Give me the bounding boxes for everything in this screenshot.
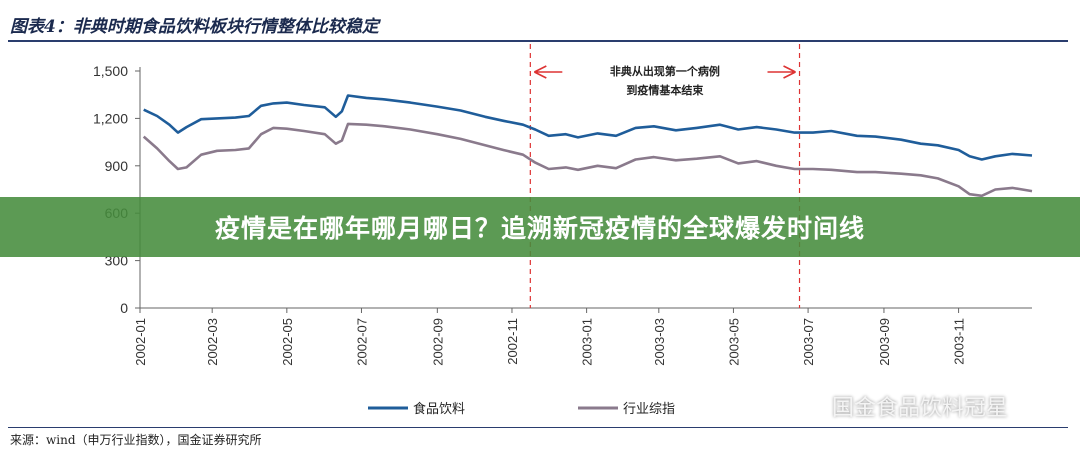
x-tick-label: 2003-01 — [580, 318, 595, 366]
watermark: 国金食品饮料冠星 — [788, 390, 1008, 422]
series-lines — [142, 94, 1033, 198]
wechat-icon — [788, 391, 823, 419]
x-tick-label: 2003-09 — [877, 318, 892, 366]
annotation-text-line2: 到疫情基本结束 — [626, 83, 704, 97]
y-tick-label: 900 — [105, 158, 129, 174]
series-line-0 — [143, 94, 1033, 161]
left-arrow-icon — [533, 65, 563, 79]
y-tick-label: 0 — [120, 300, 128, 316]
x-tick-label: 2002-07 — [354, 318, 369, 366]
x-tick-label: 2002-05 — [280, 318, 295, 366]
watermark-text: 国金食品饮料冠星 — [832, 396, 1009, 421]
title-divider — [8, 40, 1068, 42]
source-divider — [8, 427, 1068, 428]
legend-label-1: 行业综指 — [623, 402, 675, 417]
x-tick-label: 2003-03 — [652, 318, 667, 366]
x-tick-label: 2003-05 — [726, 318, 741, 366]
x-tick-label: 2002-03 — [205, 318, 220, 366]
chart-axes: 03006009001,2001,5002002-012002-032002-0… — [93, 63, 1032, 366]
y-tick-label: 1,200 — [93, 110, 128, 126]
chart-title: 图表4：非典时期食品饮料板块行情整体比较稳定 — [10, 17, 379, 37]
headline-banner: 疫情是在哪年哪月哪日？追溯新冠疫情的全球爆发时间线 — [0, 197, 1080, 257]
source-note: 来源：wind（申万行业指数），国金证券研究所 — [10, 433, 262, 447]
headline-text: 疫情是在哪年哪月哪日？追溯新冠疫情的全球爆发时间线 — [214, 214, 865, 243]
x-tick-label: 2002-01 — [133, 318, 148, 366]
right-arrow-icon — [767, 65, 796, 79]
x-tick-label: 2003-11 — [952, 318, 967, 365]
legend: 食品饮料 行业综指 — [368, 401, 675, 417]
legend-label-0: 食品饮料 — [413, 401, 465, 417]
x-tick-label: 2003-07 — [801, 318, 816, 366]
x-tick-label: 2002-09 — [430, 318, 445, 366]
series-line-1 — [142, 122, 1033, 198]
x-tick-label: 2002-11 — [505, 318, 520, 365]
annotation-text-line1: 非典从出现第一个病例 — [610, 64, 720, 78]
y-tick-label: 1,500 — [93, 63, 128, 79]
